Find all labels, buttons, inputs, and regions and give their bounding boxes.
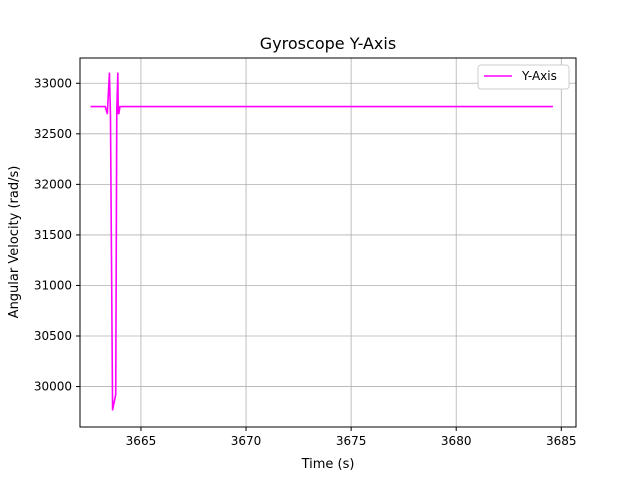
x-tick-label-1: 3670 <box>231 434 262 448</box>
legend-box <box>477 64 570 90</box>
y-tick-label-0: 30000 <box>34 380 72 394</box>
chart-title: Gyroscope Y-Axis <box>260 34 396 53</box>
y-axis-label: Angular Velocity (rad/s) <box>7 166 22 319</box>
legend: Y-Axis <box>477 64 570 90</box>
x-tick-label-3: 3680 <box>441 434 472 448</box>
x-tick-label-0: 3665 <box>126 434 157 448</box>
x-axis-label: Time (s) <box>301 457 355 472</box>
y-tick-label-1: 30500 <box>34 329 72 343</box>
plot-area-background <box>80 58 576 427</box>
y-tick-label-6: 33000 <box>34 76 72 90</box>
y-axis-ticks: 30000 30500 31000 31500 32000 32500 33000 <box>34 76 80 394</box>
x-axis-ticks: 3665 3670 3675 3680 3685 <box>126 427 577 448</box>
series-line-0 <box>90 72 553 411</box>
y-tick-label-4: 32000 <box>34 177 72 191</box>
y-tick-label-2: 31000 <box>34 278 72 292</box>
y-tick-label-5: 32500 <box>34 127 72 141</box>
y-tick-label-3: 31500 <box>34 228 72 242</box>
x-tick-label-4: 3685 <box>546 434 577 448</box>
grid-lines <box>80 58 576 427</box>
series-layer <box>90 72 553 411</box>
plot-frame <box>79 57 577 428</box>
legend-label-y-axis: Y-Axis <box>521 69 557 83</box>
x-tick-label-2: 3675 <box>336 434 367 448</box>
